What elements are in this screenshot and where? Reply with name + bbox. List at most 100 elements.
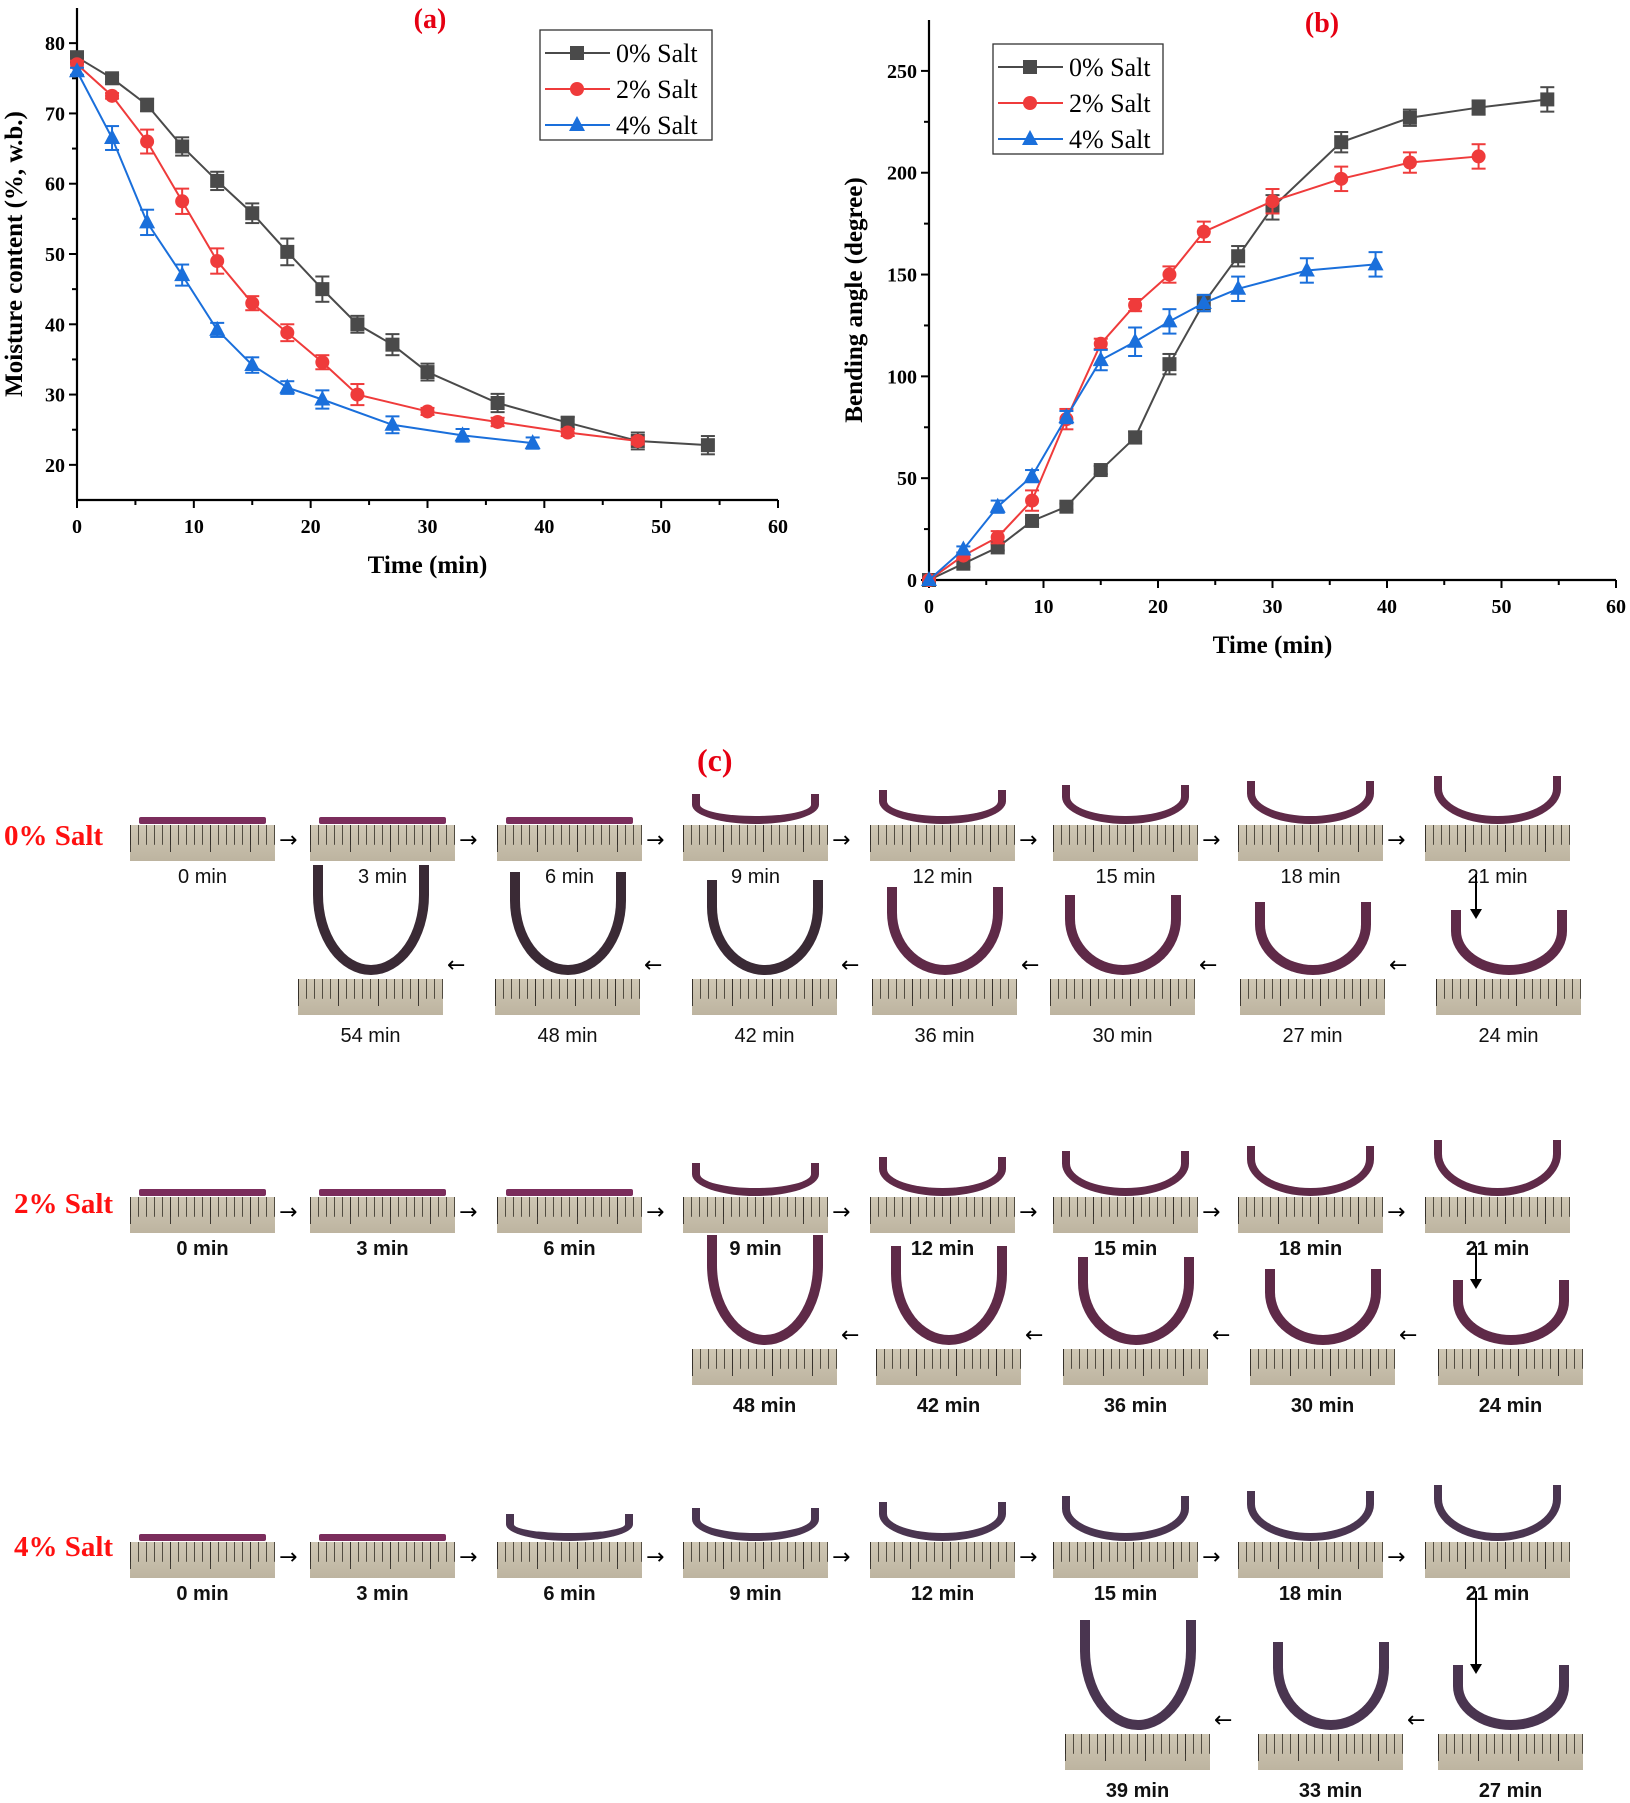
- left-arrow-icon: ←: [644, 953, 663, 978]
- y-tick-label: 50: [45, 244, 65, 266]
- time-label: 3 min: [356, 1583, 409, 1605]
- sample-strip: [318, 1534, 447, 1541]
- data-point: [420, 404, 435, 419]
- data-point: [1195, 294, 1212, 310]
- time-label: 36 min: [914, 1025, 975, 1047]
- sample-strip: [706, 1235, 823, 1345]
- ruler: [1053, 1542, 1198, 1578]
- x-tick-label: 40: [534, 516, 554, 538]
- photo-frame: [1425, 776, 1570, 861]
- y-tick-label: 40: [45, 314, 65, 336]
- sample-strip: [1272, 1642, 1389, 1730]
- right-arrow-icon: →: [1387, 1200, 1406, 1225]
- photo-frame: [1258, 1630, 1403, 1770]
- panel-title: (b): [1305, 8, 1339, 39]
- left-arrow-icon: ←: [1212, 1323, 1231, 1348]
- legend-marker: [570, 82, 584, 96]
- time-label: 21 min: [1465, 1583, 1530, 1605]
- right-arrow-icon: →: [646, 1545, 665, 1570]
- time-label: 24 min: [1478, 1025, 1539, 1047]
- left-arrow-icon: ←: [1389, 953, 1408, 978]
- x-axis-label: Time (min): [1213, 632, 1333, 659]
- ruler: [310, 1542, 455, 1578]
- photo-frame: [692, 1235, 837, 1385]
- time-label: 21 min: [1465, 1238, 1530, 1260]
- y-tick-label: 50: [897, 468, 917, 490]
- data-point: [1128, 298, 1143, 313]
- ruler: [1436, 979, 1581, 1015]
- ruler: [1050, 979, 1195, 1015]
- data-point: [140, 97, 155, 112]
- sample-strip: [1264, 1269, 1381, 1345]
- data-point: [104, 129, 121, 145]
- ruler: [876, 1349, 1021, 1385]
- ruler: [130, 825, 275, 861]
- data-point: [1093, 463, 1108, 478]
- time-label: 0 min: [176, 1238, 229, 1260]
- data-point: [1540, 92, 1555, 107]
- right-arrow-icon: →: [1202, 828, 1221, 853]
- photo-frame: [1065, 1620, 1210, 1770]
- right-arrow-icon: →: [832, 1545, 851, 1570]
- time-label: 48 min: [732, 1395, 797, 1417]
- right-arrow-icon: →: [646, 828, 665, 853]
- data-point: [1471, 100, 1486, 115]
- ruler: [872, 979, 1017, 1015]
- data-point: [1471, 149, 1486, 164]
- x-tick-label: 50: [651, 516, 671, 538]
- right-arrow-icon: →: [1019, 828, 1038, 853]
- sample-strip: [1246, 1146, 1375, 1196]
- ruler: [683, 825, 828, 861]
- time-label: 9 min: [729, 1583, 782, 1605]
- sample-strip: [1433, 776, 1562, 824]
- photo-frame: [1438, 1630, 1583, 1770]
- legend-box: [992, 43, 1164, 155]
- legend-marker: [1022, 130, 1038, 145]
- data-point: [1231, 249, 1246, 264]
- salt-row-label: 0% Salt: [4, 820, 104, 852]
- data-point: [280, 244, 295, 259]
- data-point: [921, 571, 937, 586]
- data-point: [700, 438, 715, 453]
- ruler: [495, 979, 640, 1015]
- data-point: [175, 194, 190, 209]
- data-point: [1058, 408, 1075, 424]
- legend-marker: [569, 116, 585, 131]
- photo-frame: [1063, 1245, 1208, 1385]
- data-point: [69, 62, 85, 78]
- ruler: [683, 1197, 828, 1233]
- photo-frame: [497, 810, 642, 861]
- photo-frame: [497, 1514, 642, 1578]
- right-arrow-icon: →: [1202, 1545, 1221, 1570]
- ruler: [1238, 825, 1383, 861]
- photo-frame: [1436, 875, 1581, 1015]
- data-point: [350, 387, 365, 402]
- data-point: [384, 415, 401, 431]
- data-point: [1298, 261, 1315, 277]
- ruler: [310, 1197, 455, 1233]
- ruler: [1240, 979, 1385, 1015]
- panel-c-title: (c): [697, 742, 733, 778]
- sample-strip: [878, 1157, 1007, 1196]
- chart-bending-angle: 0 10 20 30 40 50 60 0 50 100 150 200 250 Time (min) Be…: [841, 8, 1626, 659]
- time-label: 15 min: [1093, 1583, 1158, 1605]
- data-point: [174, 266, 191, 282]
- legend-label: 4% Salt: [616, 111, 698, 140]
- time-label: 54 min: [340, 1025, 401, 1047]
- photo-frame: [1238, 1146, 1383, 1233]
- photo-frame: [683, 1163, 828, 1233]
- ruler: [692, 979, 837, 1015]
- right-arrow-icon: →: [1019, 1545, 1038, 1570]
- y-axis-label: Moisture content (%, w.b.): [1, 111, 28, 397]
- data-point: [1128, 430, 1143, 445]
- time-label: 30 min: [1092, 1025, 1153, 1047]
- data-point: [209, 320, 226, 336]
- photo-frame: [870, 1502, 1015, 1578]
- data-point: [105, 88, 120, 103]
- photo-frame: [130, 1189, 275, 1233]
- series-line-4salt: [928, 263, 1376, 581]
- data-point: [1334, 135, 1349, 150]
- photo-frame: [1053, 1496, 1198, 1578]
- sample-strip: [1061, 1151, 1190, 1196]
- sample-strip: [1061, 785, 1190, 824]
